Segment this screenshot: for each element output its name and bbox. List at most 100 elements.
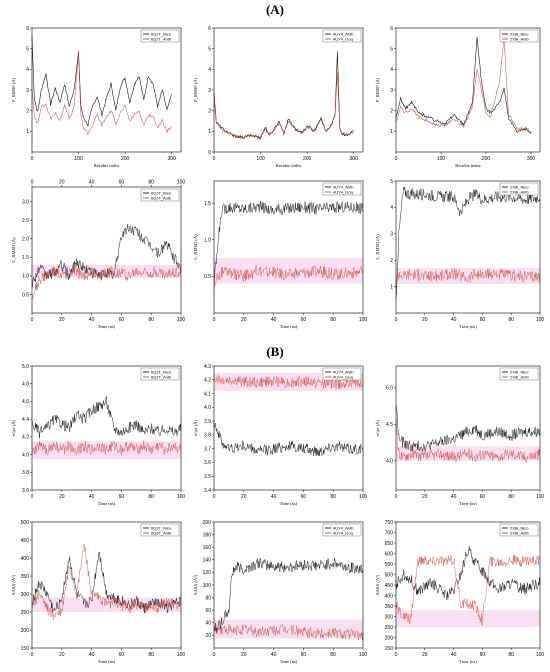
x-tick-label: 40 bbox=[89, 494, 95, 500]
y-tick-label: 4 bbox=[208, 67, 211, 73]
y-tick-label: 140 bbox=[203, 558, 212, 564]
legend-label: 6QJT_Nico bbox=[151, 31, 172, 36]
chart-panel-b3: 0 20 40 60 80 100 4.0 4.5 5.0 Time (ns) rGyr (Å) 2X… bbox=[375, 365, 544, 506]
chart-panel-a2: 0 100 200 300 0 1 2 3 4 5 6 Residue index P_RMSF (Å)… bbox=[193, 26, 364, 168]
y-tick-label: 250 bbox=[385, 625, 394, 631]
y-tick-label: 400 bbox=[21, 556, 30, 562]
x-tick-label: 20 bbox=[59, 652, 65, 658]
plot-frame bbox=[213, 27, 364, 153]
x-tick-label: 40 bbox=[271, 652, 277, 658]
series-line-1 bbox=[31, 36, 172, 127]
y-tick-label: 2 bbox=[390, 108, 393, 114]
legend-box bbox=[499, 367, 539, 381]
y-tick-label: 200 bbox=[203, 520, 212, 526]
x-tick-label: 20 bbox=[422, 317, 428, 323]
x-tick-label: 80 bbox=[508, 494, 514, 500]
x-tick-label: 20 bbox=[422, 652, 428, 658]
x-axis-title: Time (ns) bbox=[98, 324, 116, 329]
x-tick-label: 20 bbox=[241, 317, 247, 323]
y-tick-label: 600 bbox=[385, 551, 394, 557]
y-tick-label: 3.0 bbox=[22, 200, 29, 206]
series-line-1 bbox=[395, 404, 541, 452]
y-tick-label: 350 bbox=[385, 604, 394, 610]
highlight-band bbox=[214, 258, 363, 284]
series-line-2 bbox=[395, 555, 541, 626]
series-line-2 bbox=[213, 264, 364, 297]
y-axis-title: SASA (Å²) bbox=[375, 575, 380, 595]
y-tick-label: 2.0 bbox=[22, 237, 29, 243]
series-line-2 bbox=[395, 38, 532, 135]
x-tick-label: 0 bbox=[213, 494, 216, 500]
series-line-2 bbox=[395, 419, 541, 464]
y-tick-label: 1.5 bbox=[204, 201, 211, 207]
plot-frame bbox=[213, 180, 364, 314]
y-tick-label: 1.0 bbox=[22, 274, 29, 280]
x-tick-label: 60 bbox=[119, 652, 125, 658]
y-tick-label: 350 bbox=[21, 574, 30, 580]
y-tick-label: 0.5 bbox=[204, 274, 211, 280]
y-tick-label: 160 bbox=[203, 545, 212, 551]
legend-box bbox=[499, 182, 539, 196]
legend-label: 2X8I_Antb bbox=[510, 530, 529, 535]
x-tick-label: 80 bbox=[330, 652, 336, 658]
y-tick-label: 1 bbox=[390, 284, 393, 290]
series-line-1 bbox=[213, 422, 364, 457]
section-label-b: (B) bbox=[266, 344, 284, 359]
chart-panel-a4: 0 20 40 60 80 100 0 20 40 60 80 100 0.5 1.0 1.5 2.0 2.5 3… bbox=[11, 180, 186, 330]
y-tick-label: 2 bbox=[26, 108, 29, 114]
legend-label: 6QJT_Antb bbox=[151, 530, 172, 535]
y-tick-label: 150 bbox=[385, 646, 394, 652]
x-tick-label: 200 bbox=[303, 156, 312, 162]
x-tick-label: 20 bbox=[241, 652, 247, 658]
legend-label: 2X8I_Antb bbox=[510, 36, 529, 41]
legend-label: 6QJT_Nico bbox=[151, 369, 172, 374]
chart-panel-b2: 0 20 40 60 80 100 3.4 3.5 3.6 3.7 3.8 3.9 4.0 4.1 4.2 4… bbox=[193, 364, 367, 506]
legend-label: 4UY4_Antb bbox=[333, 369, 354, 374]
x-tick-label: 40 bbox=[451, 652, 457, 658]
x-tick-label: 0 bbox=[31, 317, 34, 323]
y-tick-label: 4 bbox=[26, 67, 29, 73]
legend-label: 4UY4_Antb bbox=[333, 525, 354, 530]
chart-panel-a1: 0 100 200 300 1 2 3 4 5 6 Residue index P_RMSF (Å) 6… bbox=[11, 26, 182, 168]
y-tick-label: 6 bbox=[26, 26, 29, 32]
top-tick-label: 100 bbox=[177, 180, 186, 186]
y-axis-title: P_RMSF (Å) bbox=[193, 77, 198, 102]
y-tick-label: 60 bbox=[205, 608, 211, 614]
series-line-2 bbox=[395, 267, 541, 283]
legend-label: 2X8I_Nico bbox=[510, 369, 529, 374]
y-tick-label: 5 bbox=[390, 179, 393, 185]
x-tick-label: 20 bbox=[59, 317, 65, 323]
legend-label: 4UY4_Isoq bbox=[333, 36, 353, 41]
x-tick-label: 20 bbox=[422, 494, 428, 500]
plot-frame bbox=[31, 365, 182, 491]
x-tick-label: 100 bbox=[359, 317, 368, 323]
y-axis-title: L_RMSD (Å) bbox=[11, 237, 16, 263]
x-tick-label: 100 bbox=[177, 494, 186, 500]
y-tick-label: 1 bbox=[26, 129, 29, 135]
legend-label: 4UY4_Isoq bbox=[333, 189, 353, 194]
y-tick-label: 4.2 bbox=[204, 378, 211, 384]
section-label-a: (A) bbox=[265, 2, 285, 17]
y-tick-label: 250 bbox=[21, 610, 30, 616]
legend-box bbox=[140, 29, 180, 43]
x-tick-label: 80 bbox=[148, 494, 154, 500]
x-tick-label: 40 bbox=[271, 494, 277, 500]
y-tick-label: 3.8 bbox=[22, 470, 29, 476]
y-tick-label: 3.8 bbox=[204, 433, 211, 439]
y-tick-label: 120 bbox=[203, 570, 212, 576]
y-tick-label: 4.0 bbox=[204, 405, 211, 411]
x-tick-label: 300 bbox=[350, 156, 359, 162]
series-line-1 bbox=[213, 558, 364, 633]
x-tick-label: 0 bbox=[31, 494, 34, 500]
plot-frame bbox=[395, 521, 541, 649]
y-tick-label: 4.4 bbox=[22, 417, 29, 423]
x-axis-title: Time (ns) bbox=[459, 659, 477, 664]
y-axis-title: P_RMSF (Å) bbox=[375, 77, 380, 102]
x-axis-title: Residue index bbox=[94, 163, 120, 168]
series-line-2 bbox=[31, 440, 182, 456]
y-axis-title: rGyr (Å) bbox=[375, 420, 380, 436]
x-tick-label: 60 bbox=[119, 494, 125, 500]
y-tick-label: 4.0 bbox=[386, 459, 393, 465]
x-tick-label: 0 bbox=[395, 494, 398, 500]
y-axis-title: L_RMSD (Å) bbox=[193, 234, 198, 260]
